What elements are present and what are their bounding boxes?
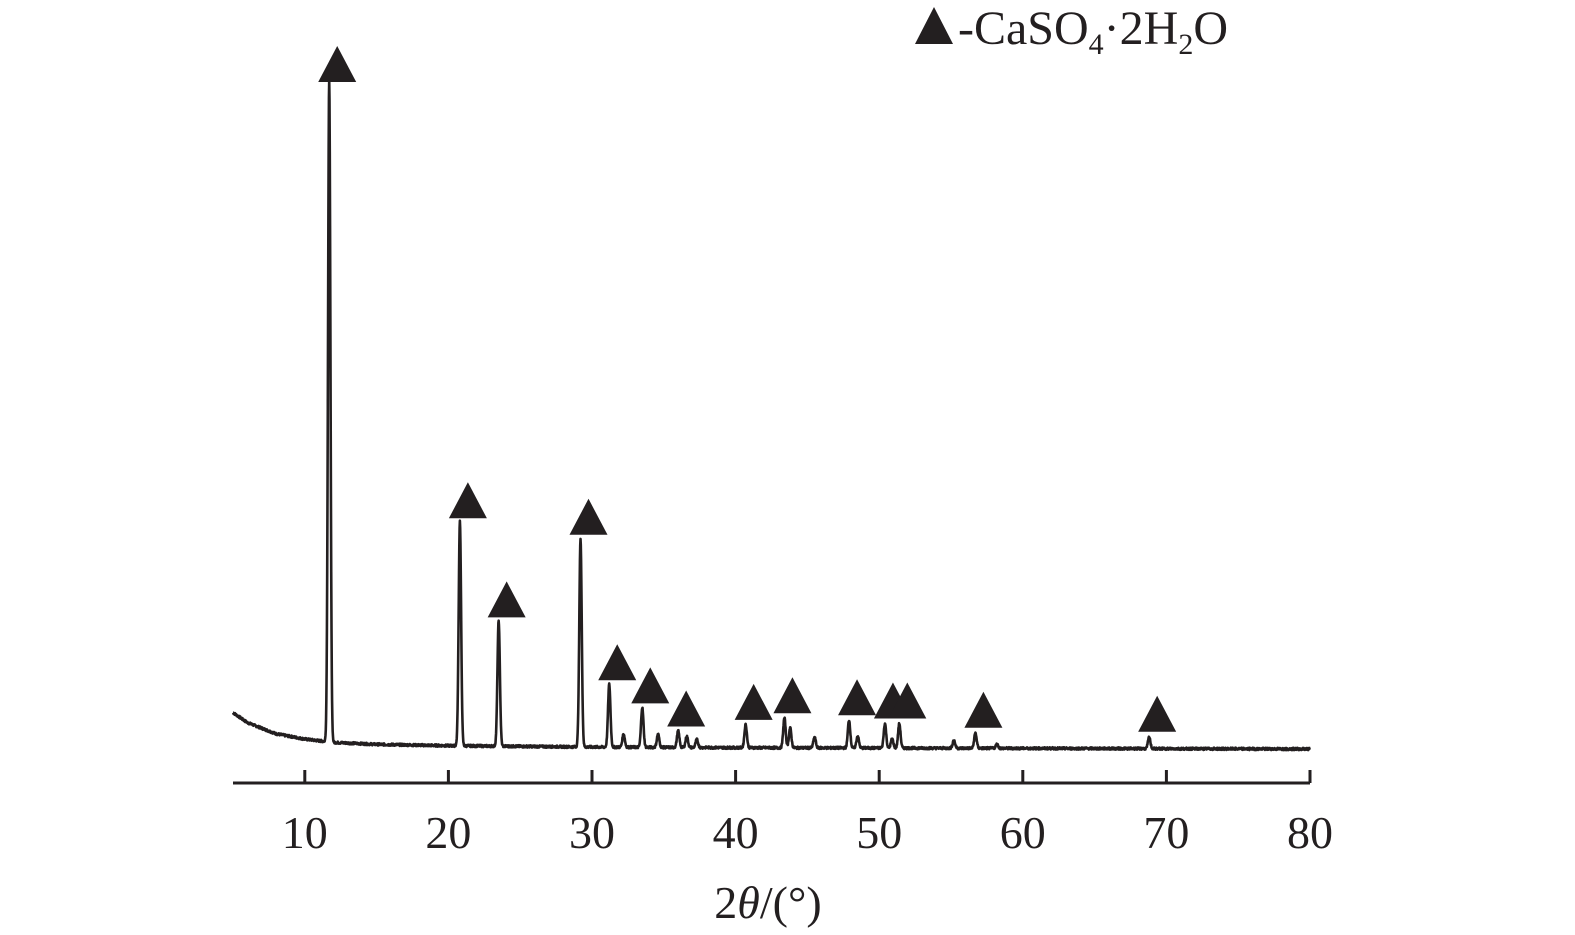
x-tick-label-30: 30 bbox=[569, 807, 615, 858]
x-tick-label-50: 50 bbox=[856, 807, 902, 858]
legend-label: -CaSO4·2H2O bbox=[958, 2, 1228, 61]
x-tick-label-70: 70 bbox=[1143, 807, 1189, 858]
x-tick-label-60: 60 bbox=[1000, 807, 1046, 858]
peak-triangle-icon bbox=[598, 644, 637, 681]
peak-triangle-icon bbox=[773, 677, 812, 714]
legend-triangle-icon bbox=[915, 7, 953, 44]
peak-triangle-icon bbox=[667, 690, 706, 727]
legend: -CaSO4·2H2O bbox=[915, 2, 1228, 61]
peak-markers bbox=[318, 46, 1177, 732]
x-axis-ticks bbox=[303, 770, 1312, 783]
peak-triangle-icon bbox=[569, 498, 608, 535]
x-tick-label-10: 10 bbox=[282, 807, 328, 858]
xrd-pattern-line bbox=[231, 78, 1312, 752]
x-tick-label-80: 80 bbox=[1287, 807, 1333, 858]
x-axis-tick-labels: 10 20 30 40 50 60 70 80 bbox=[282, 807, 1333, 858]
peak-triangle-icon bbox=[1138, 695, 1177, 732]
peak-triangle-icon bbox=[888, 682, 927, 719]
x-axis-title: 2θ/(°) bbox=[714, 877, 821, 928]
peak-triangle-icon bbox=[448, 482, 487, 519]
peak-triangle-icon bbox=[631, 667, 670, 704]
peak-triangle-icon bbox=[734, 683, 773, 720]
x-tick-label-40: 40 bbox=[713, 807, 759, 858]
x-tick-label-20: 20 bbox=[425, 807, 471, 858]
peak-triangle-icon bbox=[964, 691, 1003, 728]
peak-triangle-icon bbox=[318, 46, 357, 82]
peak-triangle-icon bbox=[838, 679, 877, 716]
peak-triangle-icon bbox=[487, 581, 526, 618]
